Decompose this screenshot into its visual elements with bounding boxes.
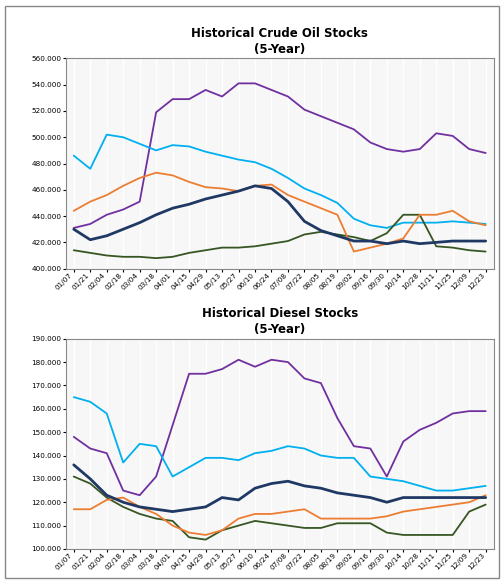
Title: Historical Crude Oil Stocks
(5-Year): Historical Crude Oil Stocks (5-Year) (192, 27, 368, 56)
Legend: 2024, 2023, 2022, 2021, 2020: 2024, 2023, 2022, 2021, 2020 (176, 336, 384, 352)
Title: Historical Diesel Stocks
(5-Year): Historical Diesel Stocks (5-Year) (202, 307, 358, 336)
